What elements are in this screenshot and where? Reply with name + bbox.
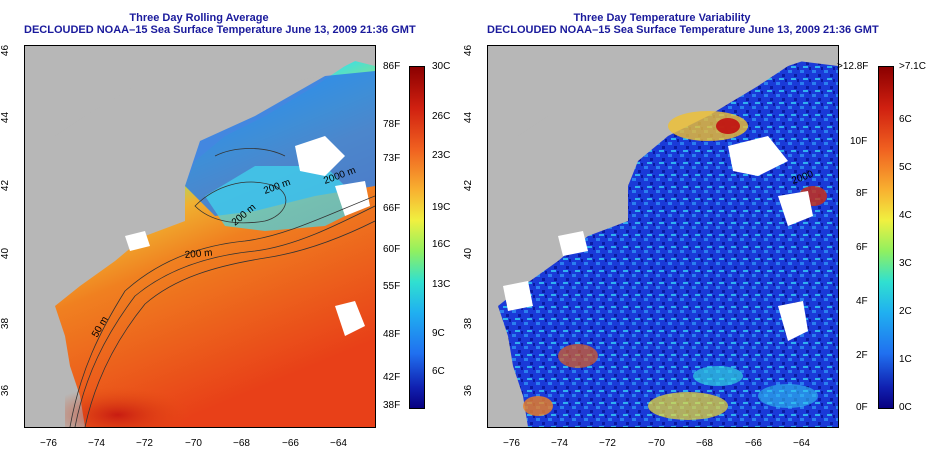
left-x-tick: −64 (330, 438, 347, 449)
left-y-tick: 38 (0, 317, 12, 330)
left-cb-f-label: 60F (383, 244, 401, 255)
left-x-tick: −68 (233, 438, 250, 449)
left-sst-map[interactable]: 200 m 200 m 200 m 50 m 2000 m (24, 45, 376, 428)
left-map-canvas: 200 m 200 m 200 m 50 m 2000 m (25, 46, 375, 427)
right-cb-c-label: 1C (899, 354, 912, 365)
left-cb-c-label: 6C (432, 366, 445, 377)
right-new-england (488, 46, 688, 166)
right-title-line1: Three Day Temperature Variability (573, 12, 751, 24)
left-y-tick: 36 (0, 384, 12, 397)
left-bathymetry-contours (69, 148, 375, 427)
right-hotspots (523, 111, 827, 420)
right-y-tick: 36 (463, 384, 475, 397)
right-cb-f-label: >12.8F (837, 61, 869, 72)
right-x-tick: −64 (793, 438, 810, 449)
right-y-tick: 42 (463, 179, 475, 192)
left-cb-f-label: 42F (383, 372, 401, 383)
right-cb-c-label: 2C (899, 306, 912, 317)
left-nova-scotia (275, 46, 375, 81)
left-x-tick: −72 (136, 438, 153, 449)
right-cb-c-label: 0C (899, 402, 912, 413)
left-cb-f-label: 55F (383, 281, 401, 292)
left-x-tick: −76 (40, 438, 57, 449)
left-cb-f-label: 48F (383, 329, 401, 340)
right-y-tick: 38 (463, 317, 475, 330)
left-colorbar (409, 66, 425, 409)
right-x-tick: −72 (599, 438, 616, 449)
left-cb-f-label: 38F (383, 400, 401, 411)
right-nova-scotia (718, 46, 838, 81)
right-cb-f-label: 6F (856, 242, 868, 253)
right-cb-f-label: 10F (850, 136, 868, 147)
left-cb-c-label: 13C (432, 279, 451, 290)
right-y-tick: 40 (463, 247, 475, 260)
left-x-tick: −70 (185, 438, 202, 449)
left-cb-c-label: 26C (432, 111, 451, 122)
left-cloud-gaps (125, 136, 370, 336)
left-new-england (25, 46, 225, 166)
left-x-tick: −74 (88, 438, 105, 449)
left-title-line1: Three Day Rolling Average (129, 12, 269, 24)
left-cb-f-label: 73F (383, 153, 401, 164)
left-warm-core (65, 346, 275, 427)
right-cb-c-label: 4C (899, 210, 912, 221)
left-y-tick: 44 (0, 111, 12, 124)
left-x-tick: −66 (282, 438, 299, 449)
right-cb-c-label: 3C (899, 258, 912, 269)
right-x-tick: −74 (551, 438, 568, 449)
right-cb-f-label: 2F (856, 350, 868, 361)
left-y-tick: 40 (0, 247, 12, 260)
right-cb-f-label: 8F (856, 188, 868, 199)
left-title-line2: DECLOUDED NOAA–15 Sea Surface Temperatur… (24, 24, 416, 36)
right-x-tick: −68 (696, 438, 713, 449)
right-cloud-gaps (503, 136, 813, 341)
right-map-canvas: 2000 (488, 46, 838, 427)
right-x-tick: −66 (745, 438, 762, 449)
right-cb-c-label: 6C (899, 114, 912, 125)
right-cb-c-label: 5C (899, 162, 912, 173)
contour-label: 200 m (184, 248, 213, 261)
right-y-tick: 46 (463, 44, 475, 57)
left-cb-c-label: 16C (432, 239, 451, 250)
right-variability-map[interactable]: 2000 (487, 45, 839, 428)
right-y-tick: 44 (463, 111, 475, 124)
left-cb-c-label: 19C (432, 202, 451, 213)
left-y-tick: 46 (0, 44, 12, 57)
right-colorbar (878, 66, 894, 409)
right-cb-f-label: 0F (856, 402, 868, 413)
right-cb-f-label: 4F (856, 296, 868, 307)
left-cb-f-label: 78F (383, 119, 401, 130)
left-cb-f-label: 86F (383, 61, 401, 72)
right-x-tick: −76 (503, 438, 520, 449)
right-x-tick: −70 (648, 438, 665, 449)
left-cb-c-label: 9C (432, 328, 445, 339)
left-cb-f-label: 66F (383, 203, 401, 214)
left-cb-c-label: 23C (432, 150, 451, 161)
right-cb-c-label: >7.1C (899, 61, 926, 72)
left-cb-c-label: 30C (432, 61, 451, 72)
left-y-tick: 42 (0, 179, 12, 192)
right-title-line2: DECLOUDED NOAA–15 Sea Surface Temperatur… (487, 24, 879, 36)
